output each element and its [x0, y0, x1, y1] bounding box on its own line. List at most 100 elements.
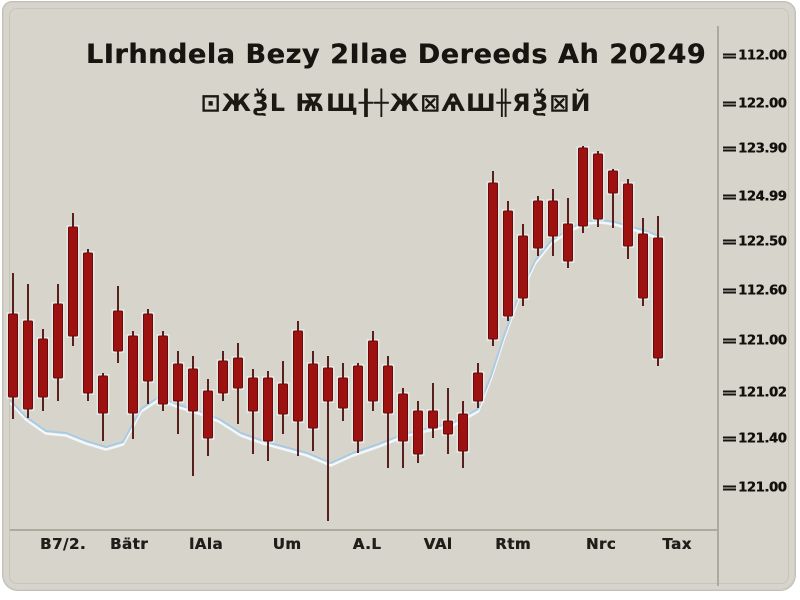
candle-body	[293, 330, 303, 422]
candle	[216, 351, 230, 401]
y-tick-text: 121.40	[738, 431, 787, 447]
y-tick-label: 112.60	[723, 283, 787, 299]
y-tick-label: 121.02	[723, 385, 787, 401]
chart-layer: LIrhndela Bezy 2Ilae Dereeds Ah 20249 ⊡Ж…	[3, 2, 795, 590]
candle-body	[368, 340, 378, 402]
candle-body	[68, 226, 78, 337]
candle	[231, 343, 245, 424]
candle	[156, 331, 170, 411]
candle-body	[263, 377, 273, 442]
candle	[261, 371, 275, 461]
y-tick-text: 121.00	[738, 480, 787, 496]
candle	[351, 363, 365, 453]
candle-body	[53, 303, 63, 379]
candle-body	[203, 390, 213, 439]
candle	[381, 356, 395, 468]
candle	[366, 331, 380, 411]
candle-body	[158, 335, 168, 405]
y-tick-text: 122.50	[738, 234, 787, 250]
x-axis-label: Nrc	[585, 535, 617, 553]
y-tick-text: 112.60	[738, 283, 787, 299]
candle	[51, 284, 65, 401]
y-tick-mark	[723, 239, 736, 245]
x-axis-label: VAl	[423, 535, 453, 553]
candle	[171, 351, 185, 434]
candle-body	[248, 377, 258, 412]
candle-body	[98, 375, 108, 414]
candle	[6, 273, 20, 419]
candle	[141, 309, 155, 404]
y-tick-text: 124.99	[738, 189, 787, 205]
y-axis-separator-line	[717, 26, 719, 586]
candle-body	[173, 363, 183, 402]
y-tick-mark	[723, 485, 736, 491]
candle-body	[488, 182, 498, 340]
candle	[651, 216, 665, 366]
candle-body	[473, 372, 483, 402]
y-tick-mark	[723, 338, 736, 344]
candle-body	[653, 237, 663, 359]
candle	[606, 169, 620, 228]
candle	[186, 356, 200, 476]
y-tick-text: 123.90	[738, 141, 787, 157]
ma-line	[10, 219, 660, 464]
candle	[471, 363, 485, 408]
candle	[576, 146, 590, 233]
x-axis-label: A.L	[352, 535, 382, 553]
candle	[516, 224, 530, 306]
y-tick-text: 121.02	[738, 385, 787, 401]
x-axis-label: Bätr	[109, 535, 149, 553]
candle-body	[638, 233, 648, 299]
ma-line-shadow	[9, 221, 661, 467]
y-tick-mark	[723, 436, 736, 442]
candle-body	[8, 313, 18, 398]
candle	[636, 218, 650, 306]
candle-body	[608, 170, 618, 194]
chart-card: LIrhndela Bezy 2Ilae Dereeds Ah 20249 ⊡Ж…	[2, 1, 796, 591]
x-axis-label: Tax	[662, 535, 692, 553]
y-tick-text: 112.00	[738, 48, 787, 64]
candle	[411, 401, 425, 463]
y-tick-mark	[723, 194, 736, 200]
candle-body	[458, 413, 468, 452]
y-tick-label: 123.90	[723, 141, 787, 157]
candle	[396, 388, 410, 468]
candle	[501, 201, 515, 321]
candle-body	[323, 367, 333, 402]
candle-body	[128, 335, 138, 414]
x-axis-label: Rtm	[495, 535, 531, 553]
candle	[456, 401, 470, 468]
candle-body	[308, 363, 318, 429]
y-tick-mark	[723, 288, 736, 294]
candle	[126, 331, 140, 439]
candle	[201, 379, 215, 456]
candle-body	[518, 235, 528, 299]
y-tick-label: 112.00	[723, 48, 787, 64]
candle	[621, 179, 635, 259]
chart-subtitle-garbled: ⊡ЖѮL ѬЩ╂┼Ж⊠ѦШ╫ЯѮ⊠Й	[200, 89, 592, 117]
candle-body	[593, 153, 603, 220]
candle	[336, 363, 350, 421]
candle	[486, 171, 500, 346]
candle	[291, 321, 305, 456]
candle-body	[38, 338, 48, 398]
candle	[441, 388, 455, 454]
y-tick-text: 122.00	[738, 96, 787, 112]
candle-body	[188, 368, 198, 412]
y-tick-label: 121.40	[723, 431, 787, 447]
candle-body	[338, 377, 348, 409]
candle-body	[413, 410, 423, 455]
candle	[321, 356, 335, 521]
candle-body	[233, 357, 243, 389]
candle	[36, 329, 50, 411]
candle	[306, 351, 320, 451]
candle	[426, 383, 440, 438]
candle-body	[218, 360, 228, 394]
candle-body	[443, 420, 453, 435]
candle-body	[398, 393, 408, 442]
candle-body	[83, 252, 93, 394]
candle	[66, 213, 80, 346]
candle-body	[353, 365, 363, 442]
candle-body	[533, 200, 543, 249]
candle-body	[548, 200, 558, 237]
